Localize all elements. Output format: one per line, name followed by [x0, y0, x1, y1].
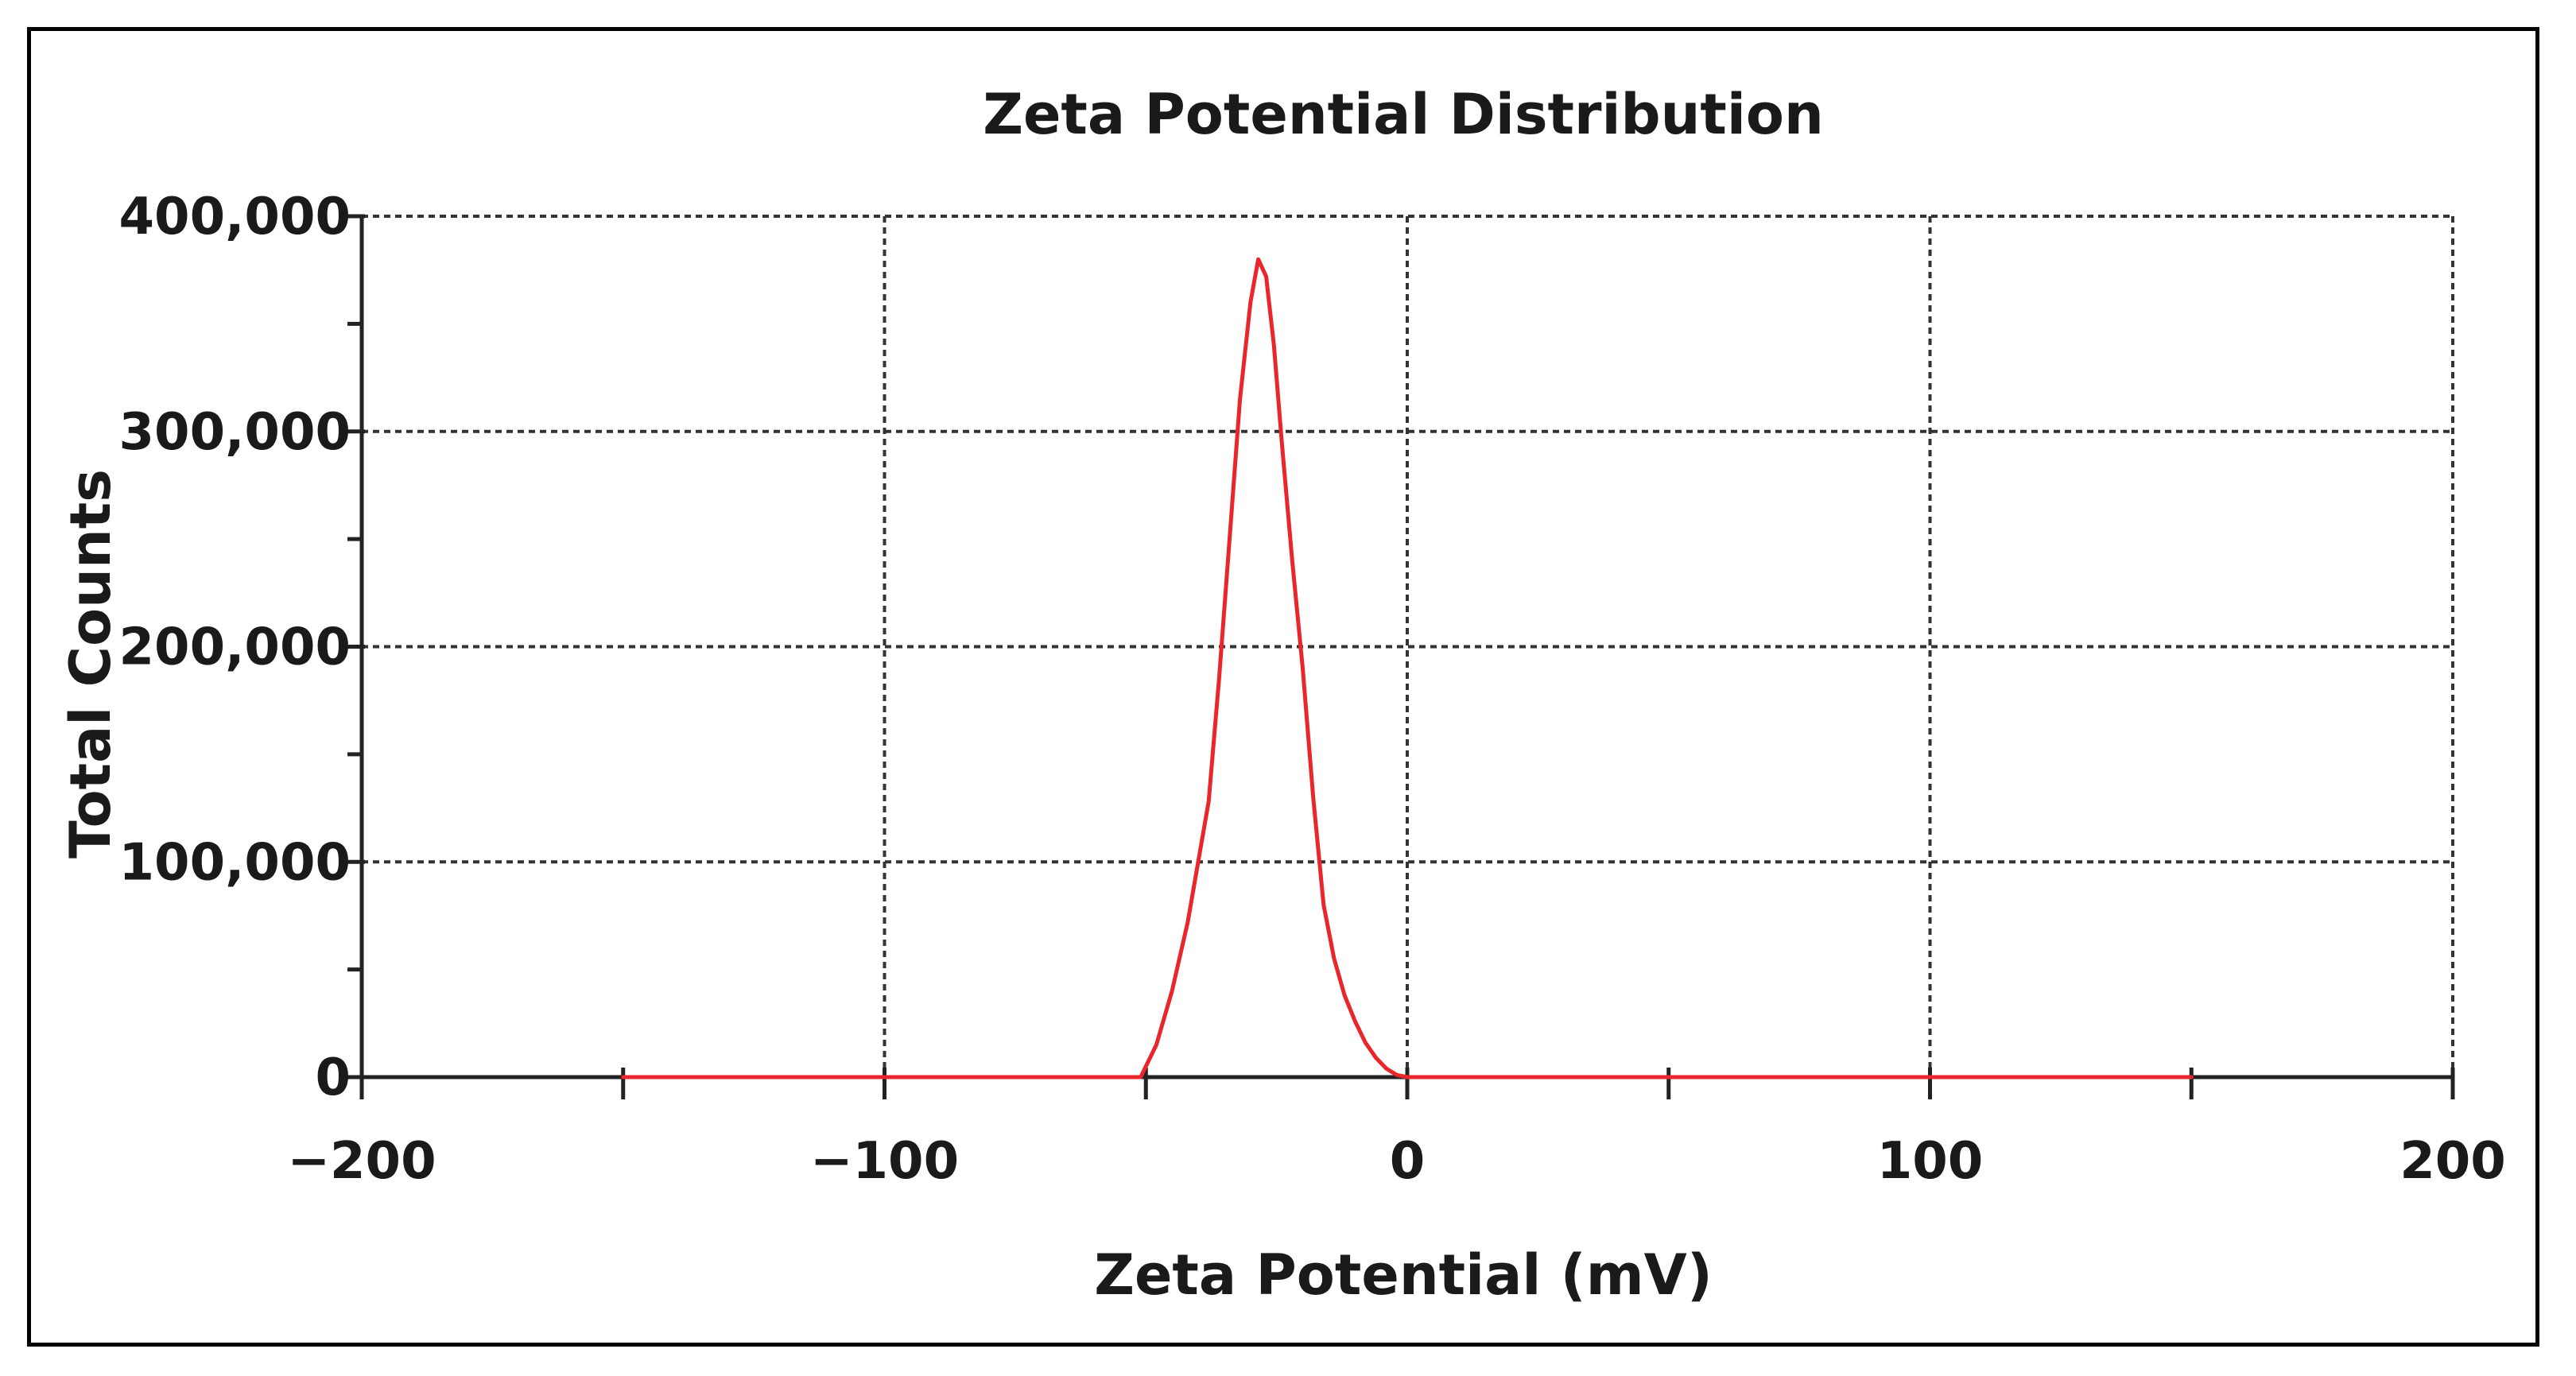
x-tick-label: 100	[1877, 1132, 1984, 1191]
figure-frame	[27, 27, 2539, 1347]
grid	[362, 215, 2454, 1077]
chart-title: Zeta Potential Distribution	[983, 82, 1824, 147]
y-axis-label: Total Counts	[58, 469, 123, 859]
x-tick-label: 0	[1390, 1132, 1426, 1191]
series	[621, 257, 2194, 1079]
x-axis-label: Zeta Potential (mV)	[1094, 1242, 1713, 1308]
x-tick-label: −100	[810, 1132, 959, 1191]
series-line	[621, 257, 2194, 1079]
y-tick-label: 100,000	[119, 833, 351, 892]
axes	[343, 214, 2455, 1099]
y-tick-label: 400,000	[119, 188, 351, 246]
y-tick-label: 300,000	[119, 403, 351, 462]
y-tick-label: 200,000	[119, 618, 351, 677]
x-tick-labels: −200 −100 0 100 200	[287, 1132, 2505, 1191]
x-tick-label: −200	[287, 1132, 436, 1191]
x-tick-label: 200	[2399, 1132, 2506, 1191]
y-tick-label: 0	[315, 1048, 351, 1107]
y-tick-labels: 0 100,000 200,000 300,000 400,000	[119, 188, 351, 1107]
